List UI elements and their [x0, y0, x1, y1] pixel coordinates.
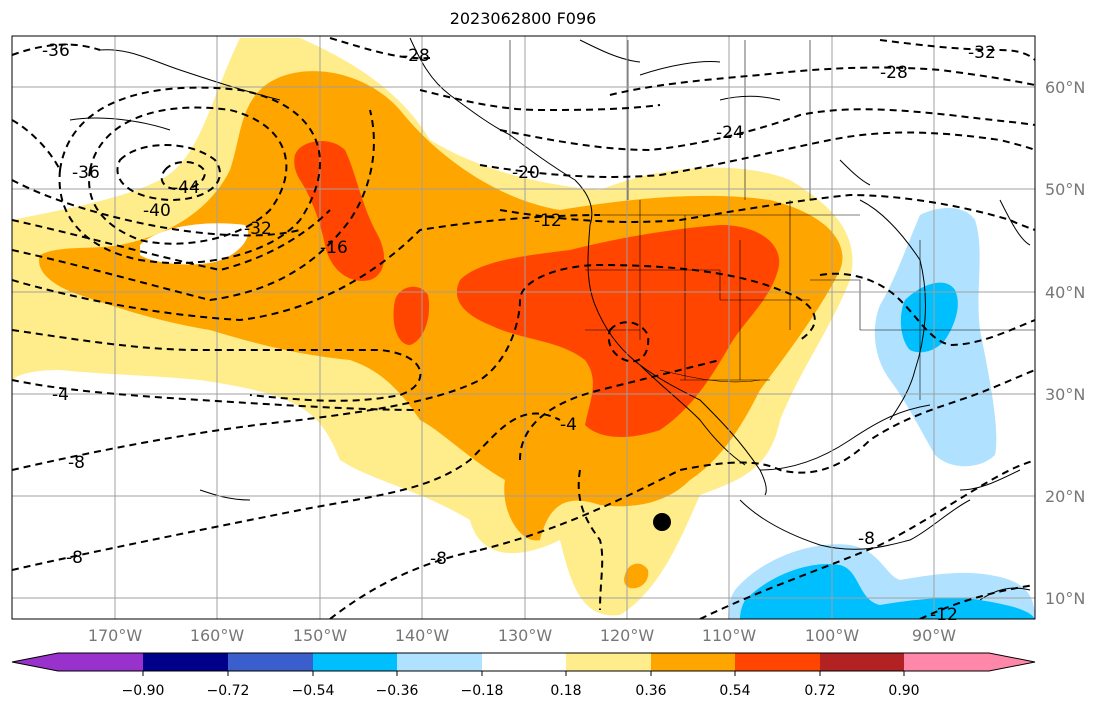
- lon-label: 130°W: [497, 626, 553, 645]
- contour-label: -36: [72, 163, 100, 183]
- colorbar-bin: [313, 653, 397, 671]
- contour-label: -8: [858, 529, 875, 549]
- colorbar-bin: [904, 653, 989, 671]
- contour-label: -36: [42, 41, 70, 61]
- shade-red-main: [456, 225, 780, 437]
- map-frame: [11, 35, 1036, 620]
- shade-blue-south: [740, 564, 1035, 619]
- lon-label: 110°W: [701, 626, 757, 645]
- contour-label: -28: [880, 63, 908, 83]
- contour-label: -40: [143, 201, 171, 221]
- colorbar-bin: [651, 653, 735, 671]
- contour-label: -12: [534, 211, 562, 231]
- lat-label: 60°N: [1045, 78, 1086, 97]
- lon-label: 100°W: [804, 626, 860, 645]
- lat-label: 30°N: [1045, 385, 1086, 404]
- colorbar-bin: [566, 653, 651, 671]
- shade-red-west: [294, 140, 385, 281]
- lat-label: 40°N: [1045, 283, 1086, 302]
- colorbar-extend-high: [989, 653, 1035, 671]
- contour-label: -4: [560, 415, 577, 435]
- contour-label: -8: [68, 453, 85, 473]
- lat-label: 10°N: [1045, 589, 1086, 608]
- colorbar-tick-label: 0.90: [888, 683, 920, 699]
- lat-label: 50°N: [1045, 180, 1086, 199]
- shade-lightblue-alaska: [140, 223, 249, 265]
- colorbar-tick-label: 0.54: [719, 683, 751, 699]
- contour-label: -8: [430, 549, 447, 569]
- lon-label: 160°W: [189, 626, 245, 645]
- lon-label: 140°W: [394, 626, 450, 645]
- contour-label: -8: [66, 548, 83, 568]
- contour-label: -32: [968, 43, 996, 63]
- colorbar-bin: [228, 653, 313, 671]
- contour-label: -28: [402, 46, 430, 66]
- colorbar-tick-label: 0.18: [550, 683, 582, 699]
- colorbar-tick-label: 0.36: [635, 683, 667, 699]
- shade-orange-south: [624, 563, 649, 589]
- contour-label: -16: [320, 238, 348, 258]
- storm-center-dot: [653, 513, 671, 531]
- lon-label: 170°W: [87, 626, 143, 645]
- colorbar-bin: [735, 653, 820, 671]
- colorbar-tick-label: 0.72: [804, 683, 836, 699]
- coastlines: [69, 37, 1031, 601]
- contour-label: -20: [512, 163, 540, 183]
- contour-label: -32: [244, 219, 272, 239]
- colorbar-tick-label: −0.54: [291, 683, 335, 699]
- colorbar-extend-low: [12, 653, 58, 671]
- lon-label: 150°W: [292, 626, 348, 645]
- colorbar-tick-label: −0.90: [121, 683, 165, 699]
- shade-red-dateline: [393, 286, 430, 345]
- height-contours: [12, 37, 1035, 619]
- lon-label: 120°W: [599, 626, 655, 645]
- lon-label: 90°W: [911, 626, 957, 645]
- colorbar-bin: [58, 653, 143, 671]
- colorbar-bin: [482, 653, 566, 671]
- political-borders: [509, 40, 1035, 400]
- contour-label-group: -36 -28 -32 -44 -40 -32 -36 -28 -24 -20 …: [42, 41, 996, 625]
- lat-label: 20°N: [1045, 487, 1086, 506]
- contour-label: -44: [172, 178, 200, 198]
- shade-blue-east: [900, 282, 958, 353]
- map-title: 2023062800 F096: [449, 9, 597, 28]
- contour-label: -4: [52, 385, 69, 405]
- colorbar-tick-label: −0.72: [206, 683, 250, 699]
- colorbar-bin: [397, 653, 482, 671]
- colorbar-tick-label: −0.36: [375, 683, 419, 699]
- colorbar-bin: [820, 653, 904, 671]
- colorbar-bin: [143, 653, 228, 671]
- contour-label: -12: [930, 605, 958, 625]
- colorbar-tick-label: −0.18: [460, 683, 504, 699]
- colorbar: [11, 652, 1036, 676]
- contour-label: -24: [716, 123, 744, 143]
